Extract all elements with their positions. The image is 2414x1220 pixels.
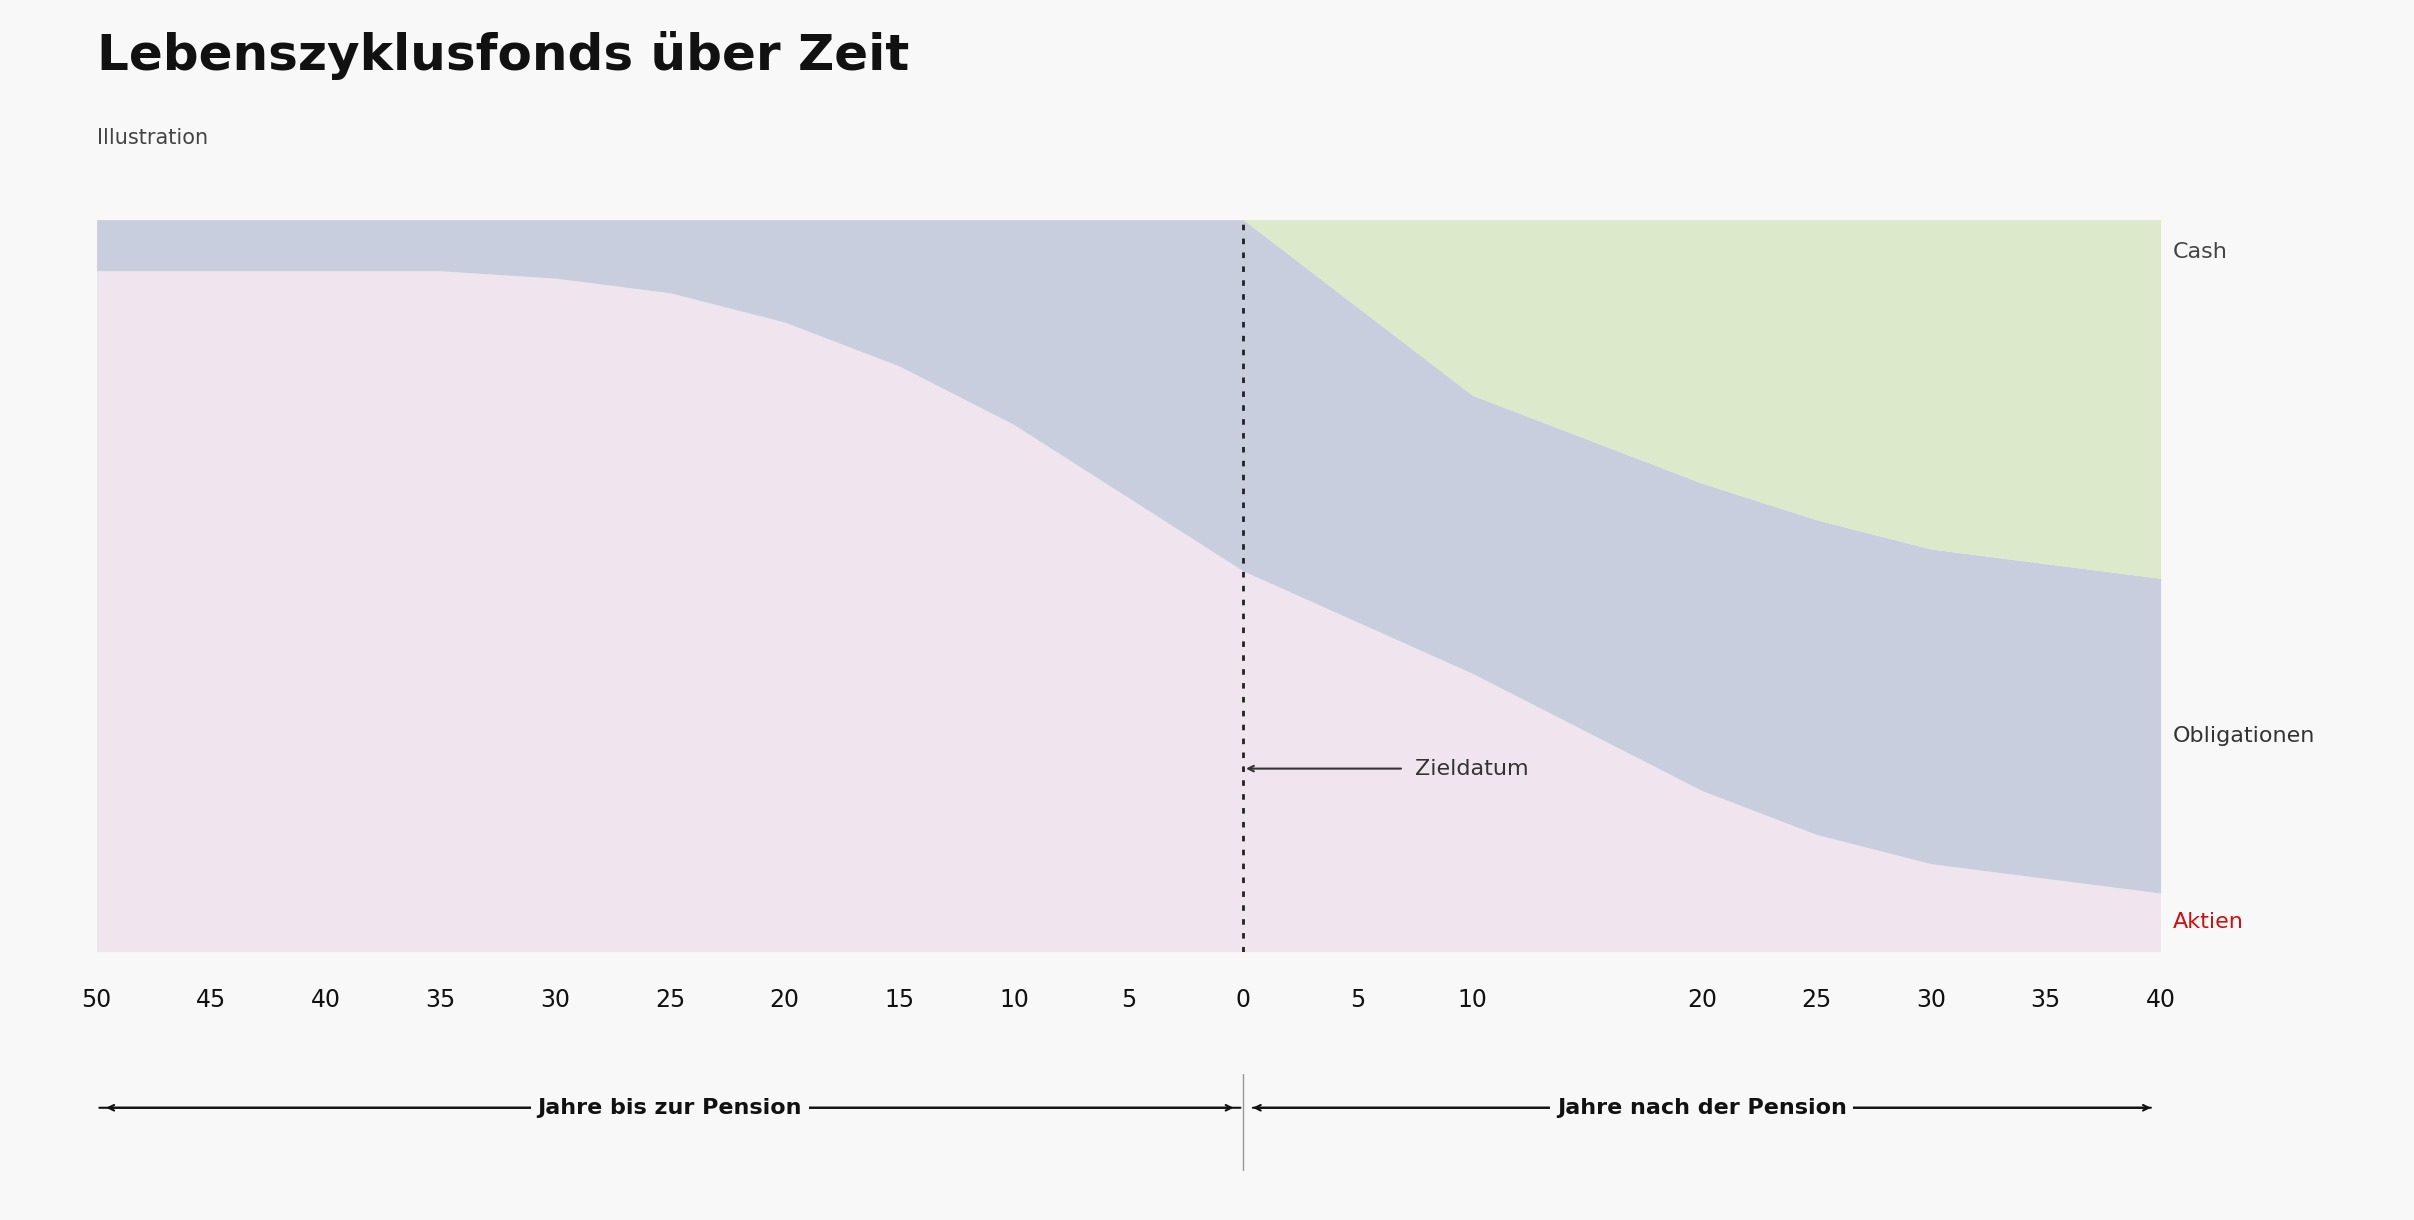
Text: Aktien: Aktien [2173,913,2243,932]
Text: 5: 5 [1120,988,1137,1013]
Text: 15: 15 [884,988,915,1013]
Text: 35: 35 [2030,988,2062,1013]
Text: 20: 20 [770,988,799,1013]
Text: Illustration: Illustration [97,128,208,148]
Text: 45: 45 [196,988,227,1013]
Text: 25: 25 [654,988,686,1013]
Text: Jahre nach der Pension: Jahre nach der Pension [1557,1098,1847,1118]
Text: Lebenszyklusfonds über Zeit: Lebenszyklusfonds über Zeit [97,30,908,79]
Text: 40: 40 [311,988,340,1013]
Text: 5: 5 [1349,988,1366,1013]
Text: 20: 20 [1687,988,1716,1013]
Text: Zieldatum: Zieldatum [1415,759,1528,778]
Text: 50: 50 [82,988,111,1013]
Text: 10: 10 [999,988,1028,1013]
Text: 25: 25 [1801,988,1832,1013]
Text: 35: 35 [425,988,456,1013]
Text: 0: 0 [1236,988,1250,1013]
Text: 40: 40 [2146,988,2175,1013]
Text: Cash: Cash [2173,242,2228,261]
Text: Jahre bis zur Pension: Jahre bis zur Pension [538,1098,801,1118]
Text: 30: 30 [1917,988,1946,1013]
Text: 30: 30 [541,988,570,1013]
Text: Obligationen: Obligationen [2173,726,2315,745]
Text: 10: 10 [1458,988,1487,1013]
